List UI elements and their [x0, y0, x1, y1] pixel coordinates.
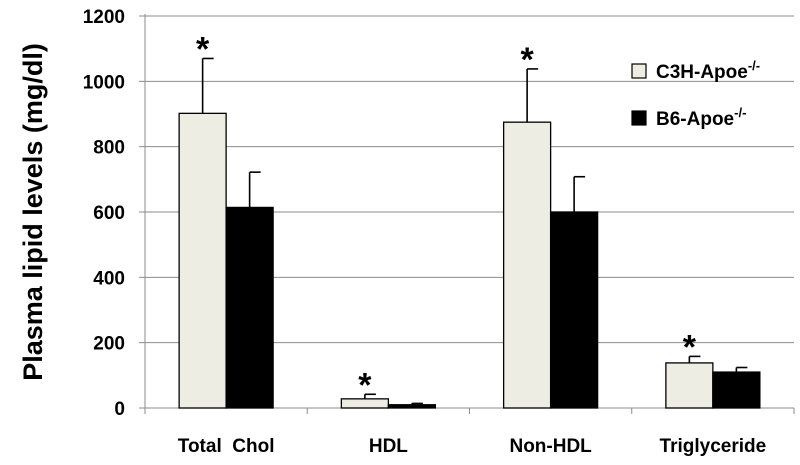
error-bars — [201, 57, 748, 405]
y-tick-label: 400 — [93, 268, 125, 289]
category-labels: Total Chol HDL Non-HDL Triglyceride — [178, 436, 766, 457]
legend: C3H-Apoe-/- B6-Apoe-/- — [631, 58, 760, 130]
legend-swatch — [631, 63, 647, 79]
y-tick-label: 800 — [93, 138, 125, 159]
x-category-label: Non-HDL — [509, 436, 592, 457]
bar-c3h — [178, 112, 227, 409]
bar-b6 — [225, 206, 274, 409]
legend-swatch — [631, 110, 647, 126]
significance-markers: * * * * — [196, 30, 697, 404]
x-category-label: HDL — [369, 436, 408, 457]
bar-c3h — [502, 121, 552, 409]
significance-star: * — [683, 328, 697, 366]
significance-star: * — [196, 30, 210, 68]
bars — [178, 112, 761, 409]
x-category-label: Triglyceride — [660, 436, 767, 457]
y-tick-label: 200 — [93, 334, 125, 355]
y-axis-label: Plasma lipid levels (mg/dl) — [18, 43, 48, 381]
y-tick-label: 600 — [93, 203, 125, 224]
bar-b6 — [549, 211, 599, 409]
bar-b6 — [387, 404, 437, 409]
legend-label: C3H-Apoe-/- — [656, 58, 760, 83]
bar-b6 — [712, 371, 761, 409]
y-tick-label: 1200 — [83, 7, 125, 28]
bar-c3h — [665, 362, 714, 409]
y-tick-label: 0 — [114, 399, 125, 420]
significance-star: * — [358, 366, 372, 404]
legend-label: B6-Apoe-/- — [656, 105, 746, 130]
y-tick-labels: 0 200 400 600 800 1000 1200 — [83, 7, 125, 420]
x-category-label: Total Chol — [178, 436, 275, 457]
y-tick-label: 1000 — [83, 72, 125, 93]
significance-star: * — [521, 41, 535, 79]
